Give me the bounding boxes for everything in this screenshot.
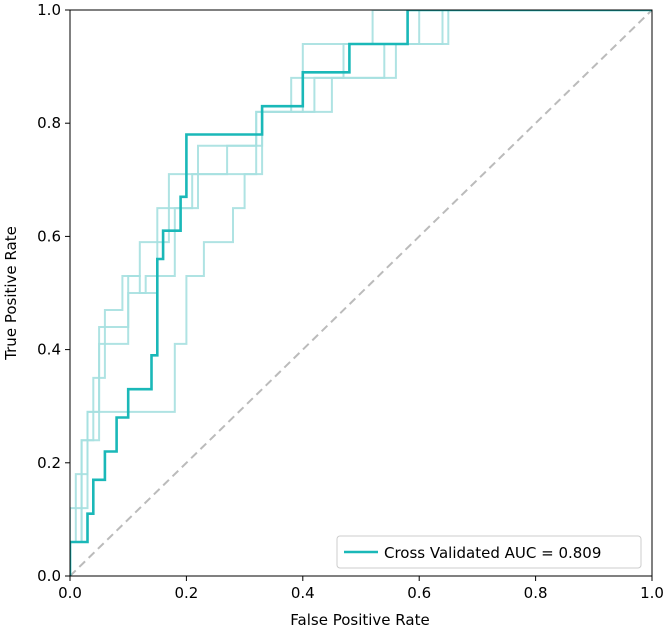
plot-frame (69, 9, 653, 577)
y-axis-label: True Positive Rate (2, 226, 20, 361)
plot-area (70, 10, 652, 576)
legend: Cross Validated AUC = 0.809 (336, 535, 642, 569)
y-tick-label: 0.4 (37, 341, 61, 359)
x-tick-label: 0.8 (524, 584, 548, 602)
y-tick-label: 0.6 (37, 227, 61, 245)
diagonal-reference-line (70, 10, 652, 576)
x-tick-label: 1.0 (640, 584, 664, 602)
plot-inner (70, 10, 652, 576)
legend-label: Cross Validated AUC = 0.809 (384, 544, 601, 562)
mean-roc-line (70, 10, 652, 576)
x-tick-label: 0.4 (291, 584, 315, 602)
y-tick-label: 1.0 (37, 1, 61, 19)
x-tick-label: 0.0 (58, 584, 82, 602)
y-tick-label: 0.2 (37, 454, 61, 472)
axes: 0.0 0.2 0.4 0.6 0.8 1.0 0.0 0.2 0.4 0.6 0.8 1.0 (37, 1, 664, 602)
x-tick-label: 0.6 (407, 584, 431, 602)
y-tick-label: 0.0 (37, 567, 61, 585)
x-tick-label: 0.2 (174, 584, 198, 602)
y-tick-label: 0.8 (37, 114, 61, 132)
x-axis-label: False Positive Rate (290, 611, 429, 629)
fold-roc-line-4 (70, 10, 652, 576)
legend-box (336, 535, 642, 569)
